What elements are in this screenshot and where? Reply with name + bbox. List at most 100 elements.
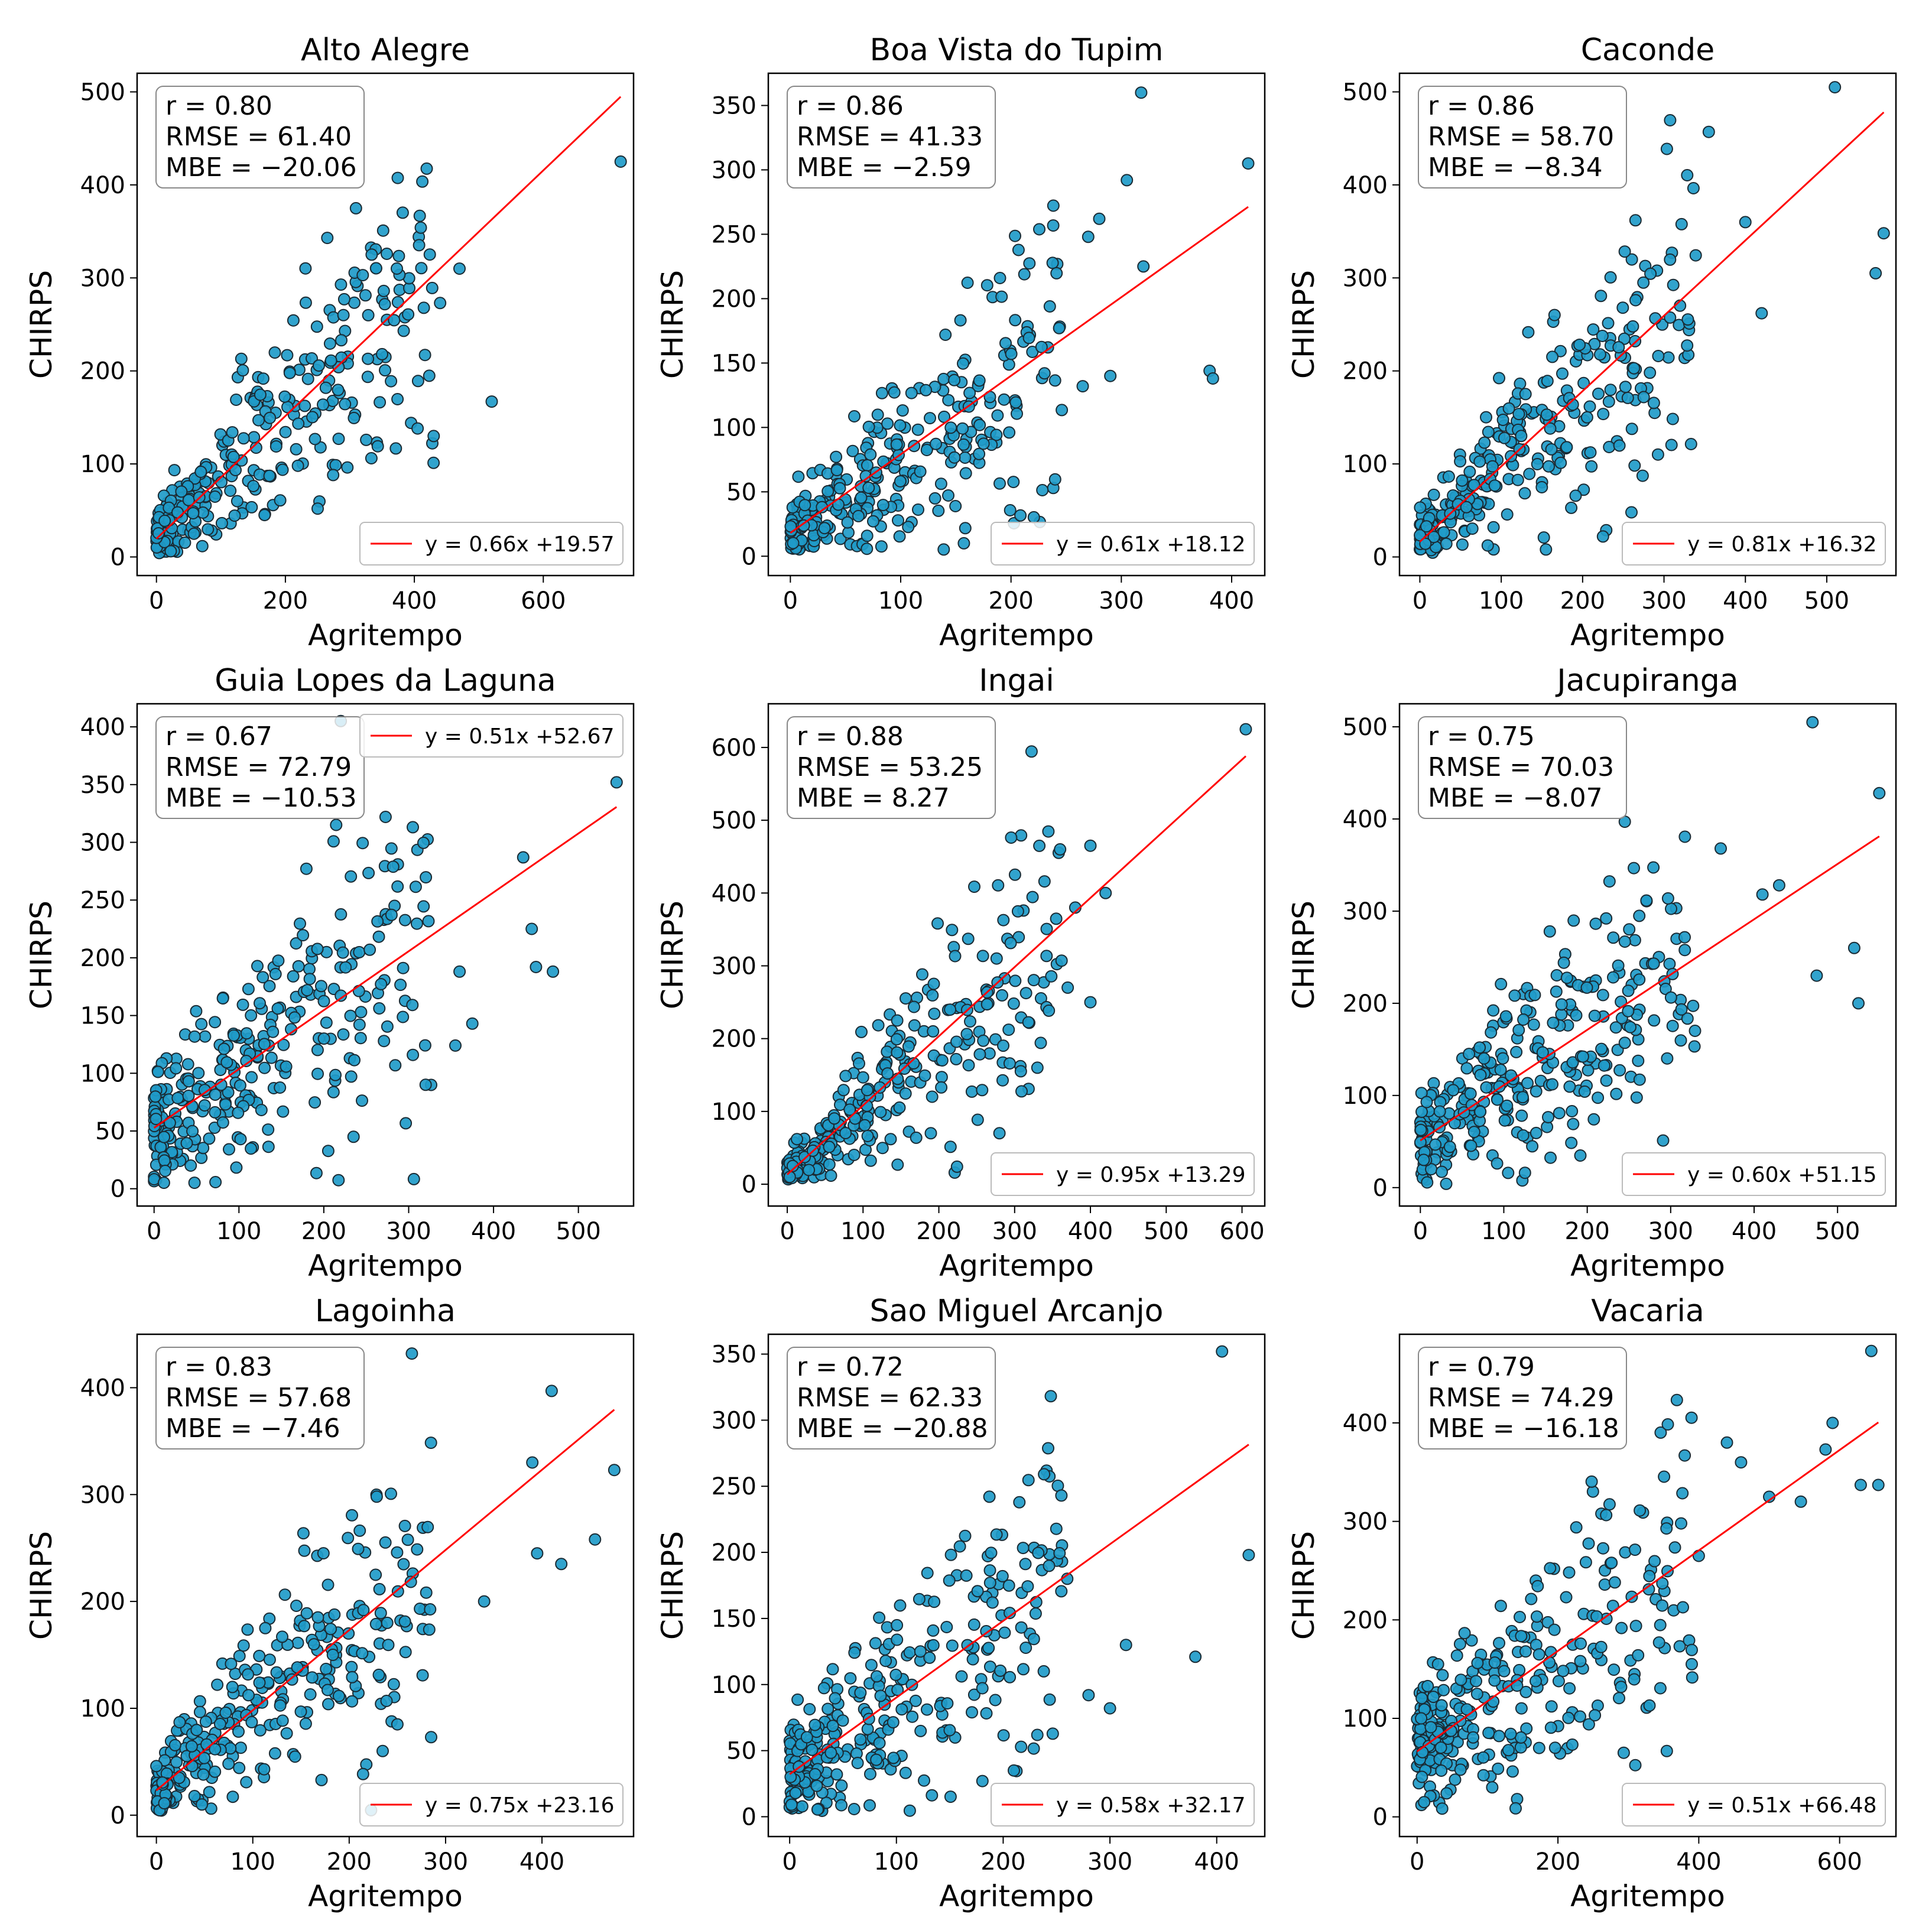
scatter-point <box>1055 1585 1068 1598</box>
x-axis-label: Agritempo <box>1570 618 1725 652</box>
scatter-point <box>1865 1344 1878 1357</box>
scatter-point <box>1055 954 1068 967</box>
scatter-point <box>1515 1702 1528 1715</box>
y-tick-label: 500 <box>80 79 125 106</box>
scatter-point <box>1585 460 1598 473</box>
scatter-point <box>332 433 345 446</box>
x-axis-label: Agritempo <box>939 1879 1094 1913</box>
y-axis-label: CHIRPS <box>1287 270 1321 379</box>
scatter-point <box>240 1027 253 1040</box>
scatter-point <box>1592 387 1605 400</box>
scatter-point <box>821 1702 835 1715</box>
y-axis-label: CHIRPS <box>1287 901 1321 1009</box>
scatter-point <box>608 1464 621 1477</box>
scatter-point <box>186 1760 199 1773</box>
scatter-point <box>307 1638 320 1651</box>
scatter-point <box>1555 998 1568 1011</box>
scatter-point <box>1050 266 1063 280</box>
scatter-point <box>1015 1085 1028 1098</box>
y-tick-label: 200 <box>80 1588 125 1616</box>
scatter-point <box>235 352 248 365</box>
scatter-point <box>1665 438 1678 451</box>
scatter-point <box>1674 1034 1687 1047</box>
scatter-point <box>1613 1692 1625 1705</box>
scatter-point <box>881 1067 894 1080</box>
scatter-point <box>1625 422 1638 436</box>
scatter-point <box>1629 1759 1642 1772</box>
scatter-point <box>374 1607 387 1620</box>
scatter-point <box>1050 912 1063 925</box>
scatter-point <box>1450 1649 1463 1662</box>
scatter-point <box>1583 400 1596 413</box>
scatter-point <box>1467 1731 1480 1744</box>
scatter-point <box>1076 380 1089 393</box>
x-tick-label: 0 <box>149 1848 164 1876</box>
scatter-point <box>1685 1411 1698 1424</box>
scatter-point <box>198 1084 211 1097</box>
scatter-point <box>198 1099 211 1112</box>
scatter-point <box>837 1084 850 1097</box>
scatter-point <box>234 1133 247 1146</box>
scatter-point <box>875 540 888 553</box>
scatter-point <box>264 411 277 424</box>
stats-line: MBE = −20.88 <box>797 1413 988 1444</box>
scatter-point <box>1536 1046 1549 1059</box>
scatter-point <box>1486 1781 1499 1794</box>
scatter-point <box>944 1790 957 1803</box>
scatter-point <box>1510 1045 1523 1058</box>
scatter-point <box>1522 326 1535 339</box>
scatter-point <box>232 1106 245 1119</box>
scatter-point <box>1545 443 1558 456</box>
scatter-point <box>1093 212 1106 225</box>
scatter-point <box>927 1639 940 1652</box>
stats-box <box>155 716 365 819</box>
scatter-point <box>1009 229 1021 242</box>
regression-line <box>153 806 618 1129</box>
scatter-point <box>215 476 228 489</box>
scatter-point <box>1491 1093 1504 1106</box>
scatter-point <box>1456 474 1469 487</box>
scatter-point <box>1652 1636 1665 1649</box>
y-tick-label: 300 <box>1343 265 1388 292</box>
scatter-point <box>890 1033 903 1046</box>
scatter-point <box>1523 467 1536 480</box>
scatter-point <box>310 320 323 333</box>
scatter-point <box>900 992 912 1005</box>
subplot-title: Caconde <box>1581 32 1715 68</box>
scatter-point <box>280 1060 293 1073</box>
scatter-point <box>861 1130 874 1142</box>
scatter-point <box>1027 1633 1040 1646</box>
scatter-point <box>157 1176 170 1190</box>
scatter-point <box>1537 531 1550 544</box>
stats-box <box>787 716 996 819</box>
scatter-point <box>1560 971 1573 984</box>
scatter-point <box>1004 504 1017 516</box>
scatter-point <box>1495 977 1508 990</box>
scatter-point <box>423 369 436 382</box>
scatter-point <box>186 1124 199 1138</box>
scatter-point <box>1666 412 1679 425</box>
stats-box <box>155 86 365 188</box>
scatter-point <box>1612 959 1625 972</box>
scatter-point <box>1532 1741 1545 1754</box>
scatter-point <box>924 1127 937 1140</box>
scatter-point <box>199 1715 212 1728</box>
scatter-point <box>869 1637 882 1650</box>
scatter-point <box>950 1052 963 1065</box>
y-tick-label: 100 <box>712 414 756 441</box>
scatter-point <box>1605 1556 1618 1569</box>
scatter-point <box>1618 935 1631 948</box>
scatter-point <box>1686 1643 1698 1656</box>
scatter-point <box>1648 1555 1661 1568</box>
scatter-point <box>369 1617 382 1630</box>
scatter-point <box>1647 957 1660 970</box>
axes-frame <box>136 72 635 577</box>
scatter-point <box>895 1703 908 1716</box>
scatter-point <box>965 1085 978 1098</box>
subplot-title: Jacupiranga <box>1555 663 1738 698</box>
scatter-point <box>287 970 300 983</box>
scatter-point <box>1470 1688 1483 1701</box>
scatter-point <box>948 373 961 386</box>
scatter-point <box>1477 1751 1490 1764</box>
scatter-point <box>198 1751 211 1764</box>
